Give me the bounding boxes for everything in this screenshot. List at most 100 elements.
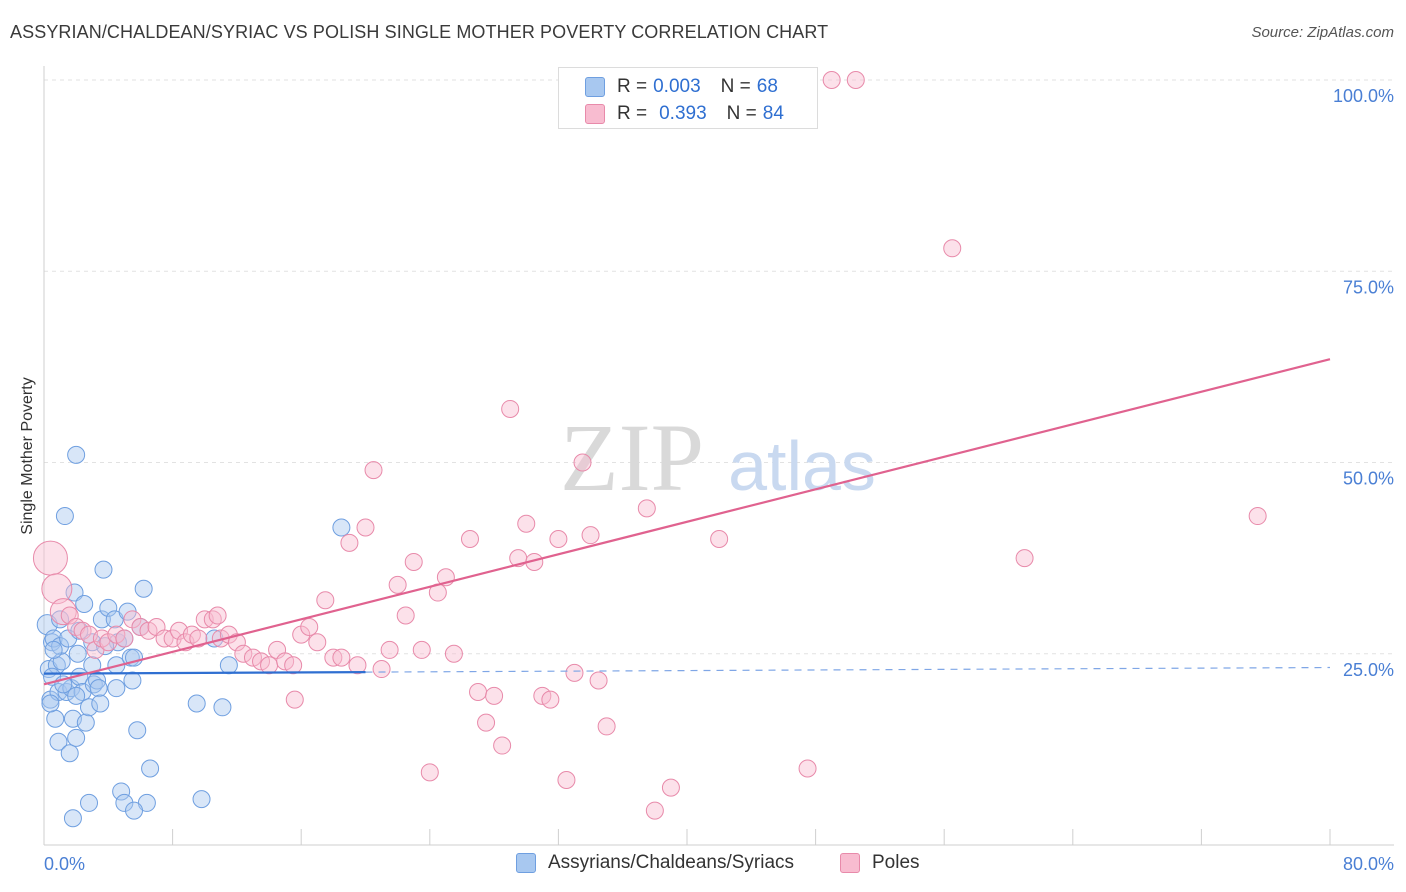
point-poles	[300, 617, 319, 636]
point-poles	[573, 453, 592, 472]
point-assyrians	[99, 598, 118, 617]
point-poles	[372, 660, 391, 679]
point-poles	[380, 640, 399, 659]
legend-swatch-blue	[516, 853, 536, 873]
legend-item-poles[interactable]: Poles	[840, 852, 920, 874]
point-poles	[589, 671, 608, 690]
point-poles	[943, 239, 962, 258]
r-label: R =	[617, 103, 648, 124]
axes	[43, 66, 1394, 846]
point-assyrians	[89, 679, 108, 698]
legend-label: Assyrians/Chaldeans/Syriacs	[548, 852, 795, 873]
point-poles	[388, 575, 407, 594]
point-poles	[501, 399, 520, 418]
y-tick-label: 100.0%	[1333, 86, 1394, 106]
point-poles	[444, 644, 463, 663]
point-assyrians	[91, 694, 110, 713]
legend-swatch-blue	[585, 77, 605, 97]
point-poles	[412, 640, 431, 659]
point-poles	[557, 770, 576, 789]
point-poles	[549, 530, 568, 548]
y-tick-label: 50.0%	[1343, 469, 1394, 489]
series-legend: Assyrians/Chaldeans/Syriacs Poles	[0, 852, 1406, 878]
point-poles	[661, 778, 680, 797]
n-value: 84	[762, 103, 784, 124]
point-assyrians	[46, 709, 65, 728]
point-poles	[364, 461, 383, 480]
point-poles	[493, 736, 512, 755]
point-poles	[485, 686, 504, 705]
r-value: 0.393	[659, 103, 707, 124]
point-assyrians	[107, 679, 126, 698]
point-assyrians	[51, 610, 70, 629]
tick-labels: 25.0% 50.0% 75.0% 100.0% 0.0% 80.0%	[44, 86, 1394, 874]
n-value: 68	[756, 76, 778, 97]
point-assyrians	[55, 507, 74, 526]
point-assyrians	[332, 518, 351, 537]
r-label: R =	[617, 76, 648, 97]
point-poles	[517, 514, 536, 533]
watermark-zip: ZIP	[560, 404, 704, 511]
point-assyrians	[123, 671, 142, 690]
point-poles	[420, 763, 439, 782]
point-poles	[115, 629, 134, 648]
y-tick-label: 25.0%	[1343, 660, 1394, 680]
point-assyrians	[60, 744, 79, 763]
point-poles	[284, 656, 303, 675]
point-poles	[798, 759, 817, 778]
point-assyrians	[141, 759, 160, 778]
legend-label: Poles	[872, 852, 920, 873]
point-poles	[356, 518, 375, 537]
point-poles	[340, 533, 359, 552]
legend-item-assyrians[interactable]: Assyrians/Chaldeans/Syriacs	[516, 852, 794, 874]
point-poles	[396, 606, 415, 625]
trend-line-assyrians	[43, 671, 366, 675]
correlation-legend: R = 0.003 N = 68 R = 0.393 N = 84	[558, 67, 818, 129]
point-assyrians	[44, 640, 63, 659]
n-label: N =	[720, 76, 751, 97]
point-assyrians	[75, 595, 94, 614]
point-assyrians	[63, 809, 82, 828]
point-assyrians	[192, 790, 211, 809]
trend-lines	[43, 358, 1331, 686]
point-poles	[41, 573, 73, 605]
point-poles	[332, 648, 351, 667]
point-poles	[404, 552, 423, 571]
point-assyrians	[115, 793, 134, 812]
point-poles	[308, 633, 327, 652]
point-poles	[227, 633, 246, 652]
point-poles	[189, 629, 208, 648]
point-poles	[822, 71, 841, 89]
point-assyrians	[41, 694, 60, 713]
point-assyrians	[67, 686, 86, 705]
gridlines	[44, 79, 1394, 655]
y-tick-label: 75.0%	[1343, 277, 1394, 297]
point-poles	[597, 717, 616, 736]
x-tick-label: 80.0%	[1343, 854, 1394, 874]
watermark: ZIP atlas	[560, 404, 876, 511]
point-poles	[477, 713, 496, 732]
point-poles	[1248, 507, 1267, 526]
legend-row-poles: R = 0.393 N = 84	[585, 102, 784, 126]
legend-swatch-pink	[840, 853, 860, 873]
point-poles	[1015, 549, 1034, 568]
point-assyrians	[65, 583, 84, 602]
point-poles	[710, 530, 729, 548]
point-assyrians	[68, 644, 87, 663]
legend-row-assyrians: R = 0.003 N = 68	[585, 75, 778, 99]
point-poles	[60, 606, 79, 625]
point-poles	[260, 656, 279, 675]
point-poles	[348, 656, 367, 675]
point-poles	[541, 690, 560, 709]
point-poles	[316, 591, 335, 610]
point-assyrians	[125, 801, 144, 820]
point-assyrians	[112, 782, 131, 801]
point-poles	[460, 530, 479, 548]
point-assyrians	[76, 713, 95, 732]
point-poles	[285, 690, 304, 709]
point-poles	[637, 499, 656, 518]
point-assyrians	[187, 694, 206, 713]
point-assyrians	[80, 698, 99, 717]
trend-line-assyrians-extension	[365, 666, 1331, 673]
